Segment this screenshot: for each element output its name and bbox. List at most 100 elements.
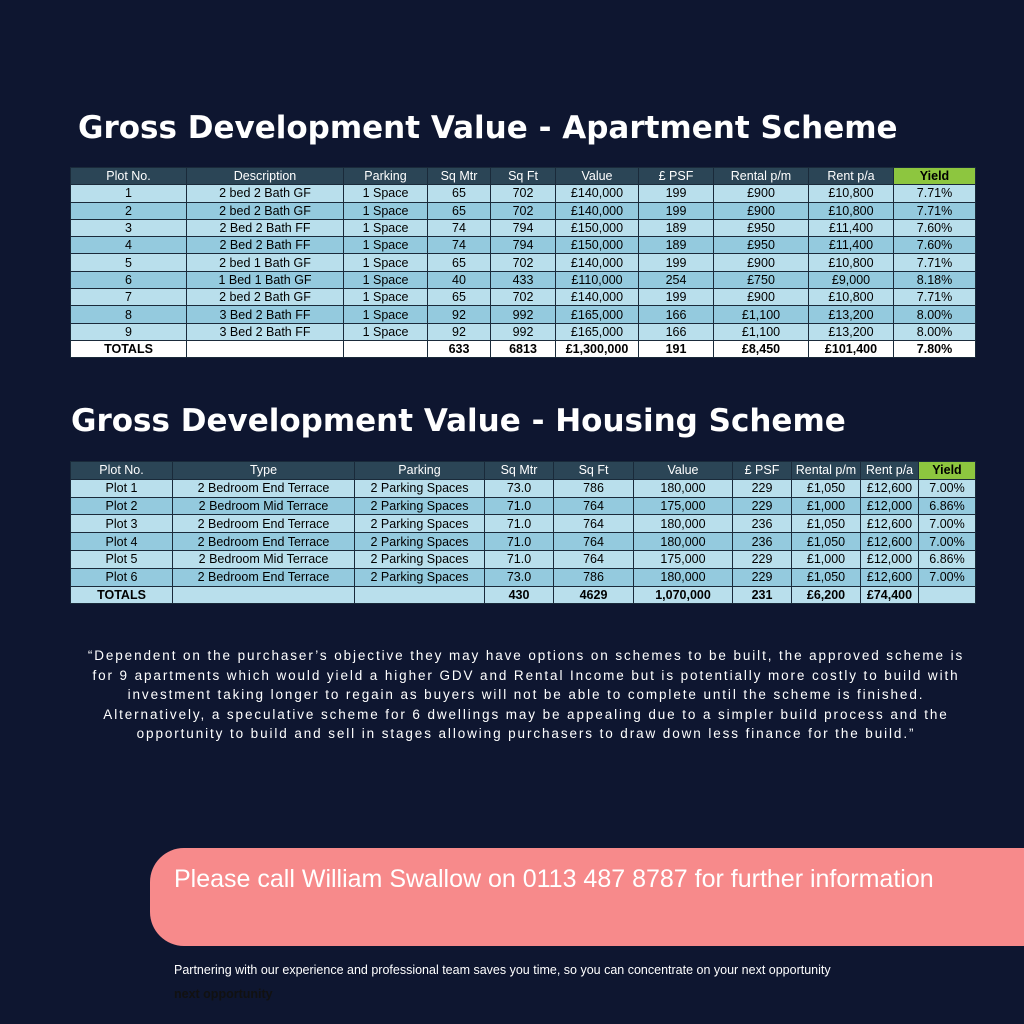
cell: 5 bbox=[70, 253, 187, 272]
cell bbox=[172, 585, 355, 605]
cell: 2 bed 2 Bath GF bbox=[186, 288, 344, 307]
cell: £900 bbox=[713, 288, 809, 307]
cell: £1,100 bbox=[713, 305, 809, 324]
cell: £10,800 bbox=[808, 184, 894, 203]
cell: £150,000 bbox=[555, 236, 639, 255]
cell: 7.71% bbox=[893, 253, 976, 272]
cell: Plot 1 bbox=[70, 478, 173, 498]
cell: £950 bbox=[713, 218, 809, 238]
cell: Rental p/m bbox=[713, 166, 809, 186]
cell: 1 Space bbox=[343, 184, 428, 203]
cell: 794 bbox=[490, 236, 556, 255]
header-row: Plot No. Description Parking Sq Mtr Sq Ft Val… bbox=[70, 166, 976, 186]
cell: 236 bbox=[732, 514, 792, 534]
cell: £ PSF bbox=[638, 166, 714, 186]
cell: £1,050 bbox=[791, 567, 861, 587]
cell: 199 bbox=[638, 184, 714, 203]
totals-row: TOTALS 430 4629 1,070,000 231 £6,200 £74,400 bbox=[70, 585, 976, 605]
cell: 1,070,000 bbox=[633, 585, 733, 605]
cell: 6813 bbox=[490, 339, 556, 359]
cell: £140,000 bbox=[555, 184, 639, 203]
cell: Rent p/a bbox=[860, 461, 919, 480]
cell: £1,050 bbox=[791, 532, 861, 551]
cell: 1 bbox=[70, 184, 187, 203]
cell: Rent p/a bbox=[808, 166, 894, 186]
cell: 1 Space bbox=[343, 270, 428, 290]
cell: £165,000 bbox=[555, 305, 639, 324]
cell: 7.60% bbox=[893, 236, 976, 255]
cell: 191 bbox=[638, 339, 714, 359]
cell: 1 Space bbox=[343, 218, 428, 238]
cell: 2 bed 1 Bath GF bbox=[186, 253, 344, 272]
cell: 3 bbox=[70, 218, 187, 238]
cell: 7.71% bbox=[893, 201, 976, 220]
footer-text: Partnering with our experience and profe… bbox=[174, 963, 831, 977]
cell: 8.00% bbox=[893, 322, 976, 341]
cell: 180,000 bbox=[633, 478, 733, 498]
cell: £12,600 bbox=[860, 532, 919, 551]
cell: Parking bbox=[343, 166, 428, 186]
cell: 8 bbox=[70, 305, 187, 324]
cell: £900 bbox=[713, 253, 809, 272]
cell: 1 Space bbox=[343, 305, 428, 324]
cell: 2 Bedroom End Terrace bbox=[172, 567, 355, 587]
title: Gross Development Value - Apartment Sche… bbox=[78, 110, 898, 146]
cell: Type bbox=[172, 461, 355, 480]
cell: 764 bbox=[553, 549, 634, 569]
cell: 254 bbox=[638, 270, 714, 290]
cell: 433 bbox=[490, 270, 556, 290]
cell: 992 bbox=[490, 305, 556, 324]
cell bbox=[343, 339, 428, 359]
cell: £1,300,000 bbox=[555, 339, 639, 359]
cell: £ PSF bbox=[732, 461, 792, 480]
cell: 9 bbox=[70, 322, 187, 341]
cell: 92 bbox=[427, 305, 491, 324]
cell: Parking bbox=[354, 461, 485, 480]
cell: 2 Parking Spaces bbox=[354, 549, 485, 569]
cell: £1,050 bbox=[791, 514, 861, 534]
cell: £13,200 bbox=[808, 305, 894, 324]
cell: 702 bbox=[490, 288, 556, 307]
cell: 73.0 bbox=[484, 478, 554, 498]
cell: 2 Bed 2 Bath FF bbox=[186, 236, 344, 255]
cell: 702 bbox=[490, 184, 556, 203]
cell: Plot 2 bbox=[70, 496, 173, 516]
cell: 7.71% bbox=[893, 184, 976, 203]
cell: 786 bbox=[553, 478, 634, 498]
cell: Plot 4 bbox=[70, 532, 173, 551]
cell: 74 bbox=[427, 218, 491, 238]
cell: Value bbox=[633, 461, 733, 480]
cell: 229 bbox=[732, 478, 792, 498]
cell: Yield bbox=[893, 166, 976, 186]
cell: £900 bbox=[713, 201, 809, 220]
cell: £140,000 bbox=[555, 253, 639, 272]
cell: 2 bbox=[70, 201, 187, 220]
cell: 2 Bedroom Mid Terrace bbox=[172, 549, 355, 569]
cell: TOTALS bbox=[70, 339, 187, 359]
housing-table: Plot No. Type Parking Sq Mtr Sq Ft Value £ PSF… bbox=[70, 461, 976, 605]
cell bbox=[354, 585, 485, 605]
cell: 189 bbox=[638, 236, 714, 255]
cell: £8,450 bbox=[713, 339, 809, 359]
cell: 2 Bed 2 Bath FF bbox=[186, 218, 344, 238]
cell: £12,600 bbox=[860, 478, 919, 498]
cell: 199 bbox=[638, 288, 714, 307]
cell: 7.00% bbox=[918, 567, 976, 587]
cell: 74 bbox=[427, 236, 491, 255]
cell: 2 Bedroom End Terrace bbox=[172, 478, 355, 498]
cell: 2 Parking Spaces bbox=[354, 478, 485, 498]
cell: 7.00% bbox=[918, 514, 976, 534]
cell: £150,000 bbox=[555, 218, 639, 238]
cell: 2 Parking Spaces bbox=[354, 532, 485, 551]
quote: “Dependent on the purchaser’s objective … bbox=[87, 648, 965, 741]
cell: 2 bed 2 Bath GF bbox=[186, 201, 344, 220]
footer-echo: next opportunity bbox=[174, 987, 273, 1001]
call-banner: Please call William Swallow on 0113 487 … bbox=[150, 848, 1024, 946]
cell: Plot No. bbox=[70, 166, 187, 186]
